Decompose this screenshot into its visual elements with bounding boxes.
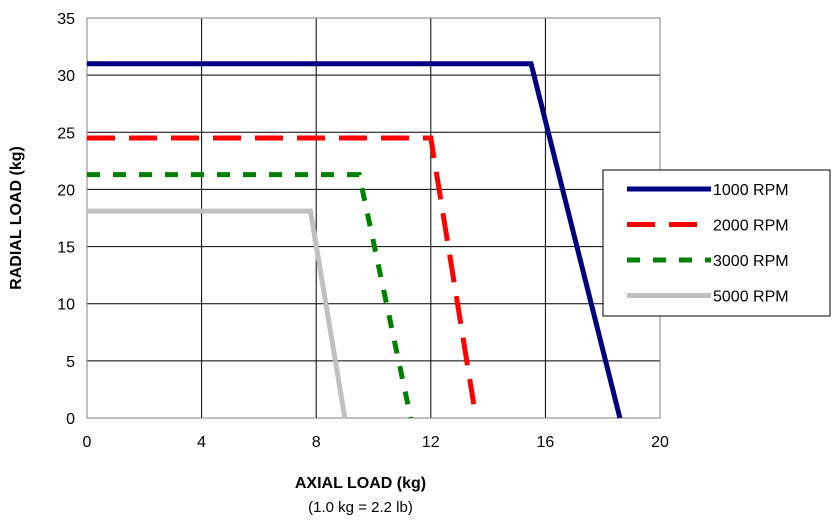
y-tick-label: 30 — [57, 68, 75, 85]
y-tick-label: 15 — [57, 240, 75, 257]
x-tick-label: 12 — [422, 434, 440, 451]
x-tick-label: 8 — [312, 434, 321, 451]
legend-box — [602, 169, 831, 317]
y-axis-title: RADIAL LOAD (kg) — [8, 146, 25, 290]
y-tick-label: 35 — [57, 11, 75, 28]
x-tick-label: 20 — [651, 434, 669, 451]
series-line-4 — [87, 208, 348, 419]
y-tick-label: 25 — [57, 125, 75, 142]
y-tick-label: 10 — [57, 297, 75, 314]
y-tick-label: 5 — [66, 354, 75, 371]
series-line-1 — [87, 61, 623, 419]
series-lines — [87, 61, 623, 419]
tick-labels: 0 4 8 12 16 20 0 5 10 15 20 25 30 35 — [57, 11, 669, 451]
legend-label: 3000 RPM — [713, 253, 789, 270]
legend-label: 5000 RPM — [713, 289, 789, 306]
y-tick-label: 0 — [66, 411, 75, 428]
x-axis-title: AXIAL LOAD (kg) — [295, 475, 426, 492]
series-line-3 — [87, 172, 414, 419]
series-line-2 — [87, 135, 477, 405]
x-axis-unit-note: (1.0 kg = 2.2 lb) — [308, 499, 413, 516]
grid — [86, 17, 661, 419]
y-tick-label: 20 — [57, 182, 75, 199]
legend-label: 2000 RPM — [713, 218, 789, 235]
x-tick-label: 16 — [537, 434, 555, 451]
legend: 1000 RPM 2000 RPM 3000 RPM 5000 RPM — [602, 169, 831, 317]
x-tick-label: 4 — [197, 434, 206, 451]
legend-label: 1000 RPM — [713, 182, 789, 199]
x-tick-label: 0 — [83, 434, 92, 451]
plot-area — [86, 17, 661, 419]
